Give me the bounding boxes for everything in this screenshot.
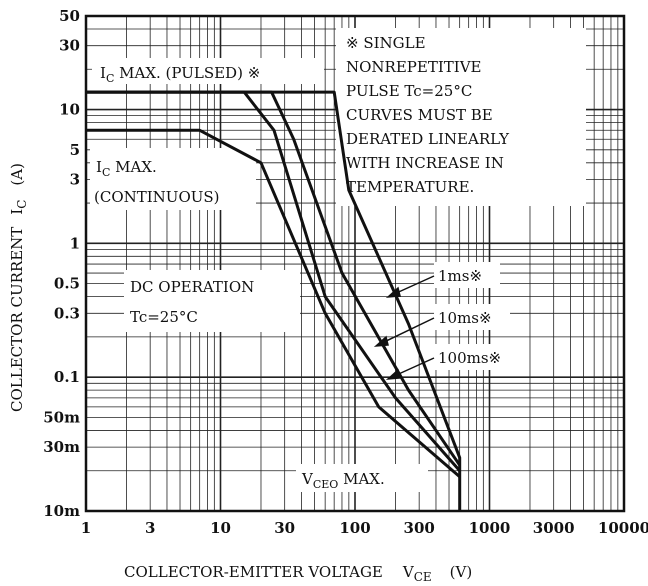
note-line: NONREPETITIVE: [346, 58, 481, 76]
ms10-label-box: [434, 304, 510, 330]
x-tick-labels: 1 3 10 30 100 300 1000 3000 10000: [81, 519, 648, 537]
dc-operation-label: DC OPERATION: [130, 278, 254, 296]
dc-label-box: [124, 270, 300, 332]
dc-temperature-label: Tc=25°C: [130, 308, 198, 326]
label-arrows: [373, 275, 435, 380]
y-tick-label: 30m: [43, 438, 80, 456]
y-tick-label: 10m: [43, 502, 80, 520]
x-tick-label: 10000: [598, 519, 648, 537]
y-tick-label: 0.5: [54, 275, 80, 293]
y-tick-labels: 50 30 10 5 3 1 0.5 0.3 0.1 50m 30m 10m: [43, 7, 80, 520]
pulsed-label-box: [92, 58, 324, 84]
note-line: PULSE Tc=25°C: [346, 82, 472, 100]
label-1ms: 1ms※: [438, 267, 482, 285]
vceo-label-box: [296, 464, 428, 492]
x-tick-label: 30: [274, 519, 295, 537]
x-tick-label: 1000: [469, 519, 511, 537]
soa-curve-1ms: [86, 90, 462, 511]
x-tick-label: 3: [145, 519, 155, 537]
y-tick-label: 0.1: [54, 368, 80, 386]
x-axis-title: COLLECTOR-EMITTER VOLTAGE VCE (V): [124, 563, 472, 584]
y-tick-label: 30: [59, 37, 80, 55]
soa-curve-dc: [86, 128, 461, 478]
vceo-max-label: VCEO MAX.: [301, 470, 385, 491]
label-10ms: 10ms※: [438, 309, 492, 327]
ic-continuous-label-line1: IC MAX.: [96, 158, 157, 179]
x-tick-label: 100: [339, 519, 370, 537]
x-tick-label: 300: [404, 519, 435, 537]
plot-border: [84, 14, 626, 513]
x-tick-label: 1: [81, 519, 91, 537]
derating-note: ※ SINGLE NONREPETITIVE PULSE Tc=25°C CURVES…: [346, 34, 510, 196]
note-line: ※ SINGLE: [346, 34, 426, 52]
ms100-label-box: [434, 344, 526, 370]
y-tick-label: 1: [70, 234, 80, 252]
y-tick-label: 0.3: [54, 304, 80, 322]
note-line: CURVES MUST BE: [346, 106, 493, 124]
x-tick-label: 3000: [533, 519, 575, 537]
note-line: TEMPERATURE.: [346, 178, 474, 196]
label-100ms: 100ms※: [438, 349, 501, 367]
y-tick-label: 50: [59, 7, 80, 25]
ic-pulsed-label: IC MAX. (PULSED) ※: [100, 64, 260, 85]
y-tick-label: 50m: [43, 408, 80, 426]
y-axis-title: COLLECTOR CURRENTIC(A): [8, 163, 29, 412]
y-tick-label: 10: [59, 101, 80, 119]
note-line: WITH INCREASE IN: [346, 154, 504, 172]
arrowhead-1ms: [385, 286, 401, 298]
arrowhead-10ms: [373, 335, 389, 347]
y-tick-label: 3: [70, 171, 80, 189]
ms1-label-box: [434, 262, 500, 288]
continuous-label-box: [90, 148, 256, 210]
x-tick-label: 10: [210, 519, 231, 537]
note-line: DERATED LINEARLY: [346, 130, 510, 148]
y-tick-label: 5: [70, 141, 80, 159]
arrow-10ms: [379, 317, 435, 345]
note-box: [336, 28, 586, 206]
ic-continuous-label-line2: (CONTINUOUS): [94, 188, 220, 206]
soa-curves: [86, 90, 462, 511]
arrowhead-100ms: [385, 368, 401, 380]
